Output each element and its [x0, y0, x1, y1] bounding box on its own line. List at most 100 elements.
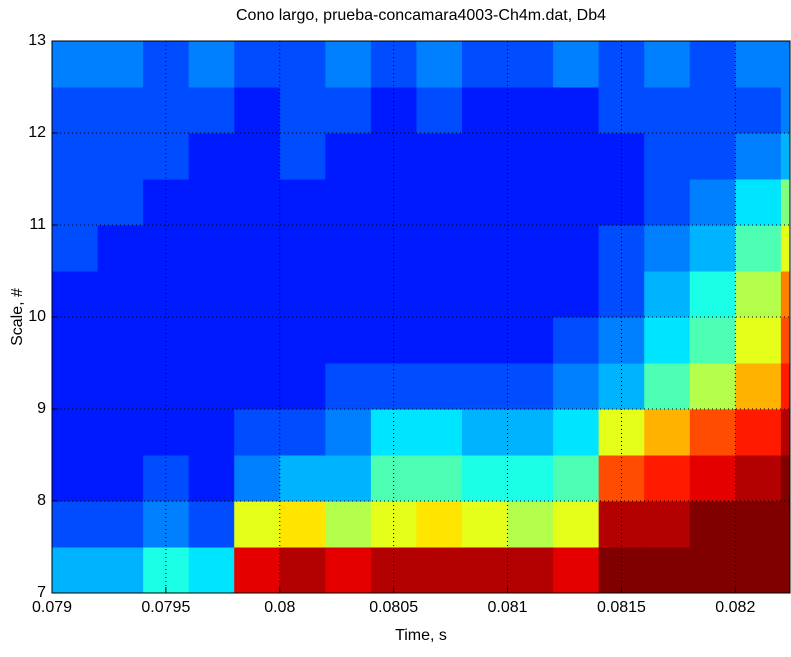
- heatmap-cell: [279, 409, 326, 456]
- x-tick-label: 0.082: [715, 599, 755, 616]
- heatmap-cell: [325, 225, 372, 272]
- heatmap-cell: [52, 87, 99, 134]
- heatmap-cell: [325, 363, 372, 410]
- heatmap-cell: [507, 501, 554, 548]
- heatmap-cell: [553, 409, 600, 456]
- y-tick-label: 8: [37, 492, 46, 509]
- heatmap-cell: [279, 271, 326, 318]
- heatmap-cell: [553, 547, 600, 594]
- heatmap-cell: [234, 409, 281, 456]
- heatmap-cell: [143, 501, 190, 548]
- heatmap-cell: [553, 501, 600, 548]
- heatmap-cell: [234, 317, 281, 364]
- heatmap-cell: [234, 41, 281, 88]
- heatmap-cell: [553, 317, 600, 364]
- heatmap-cell: [507, 409, 554, 456]
- heatmap-cell: [234, 225, 281, 272]
- x-axis-label: Time, s: [395, 627, 447, 644]
- heatmap-cell: [780, 271, 791, 318]
- heatmap-cell: [234, 455, 281, 502]
- heatmap-cell: [325, 271, 372, 318]
- heatmap-cell: [462, 363, 509, 410]
- heatmap-cell: [462, 225, 509, 272]
- heatmap-cell: [735, 41, 782, 88]
- heatmap-cell: [735, 409, 782, 456]
- heatmap-cell: [52, 409, 99, 456]
- heatmap-cell: [188, 409, 235, 456]
- heatmap-cell: [416, 179, 463, 226]
- heatmap-cell: [780, 501, 791, 548]
- heatmap-cell: [416, 87, 463, 134]
- heatmap-cell: [735, 225, 782, 272]
- heatmap-cell: [52, 363, 99, 410]
- heatmap-cell: [735, 317, 782, 364]
- y-tick-label: 10: [28, 308, 46, 325]
- heatmap-cell: [143, 41, 190, 88]
- heatmap-cell: [735, 271, 782, 318]
- heatmap-cell: [370, 133, 417, 180]
- heatmap-cell: [689, 133, 736, 180]
- y-tick-label: 7: [37, 584, 46, 601]
- y-tick-label: 12: [28, 124, 46, 141]
- heatmap-cell: [188, 179, 235, 226]
- heatmap-cell: [279, 179, 326, 226]
- heatmap-cell: [234, 179, 281, 226]
- heatmap-cell: [370, 501, 417, 548]
- heatmap-cell: [598, 501, 645, 548]
- heatmap-cell: [780, 179, 791, 226]
- heatmap-cell: [553, 87, 600, 134]
- heatmap-cell: [52, 133, 99, 180]
- heatmap-cell: [188, 363, 235, 410]
- heatmap-cell: [780, 225, 791, 272]
- heatmap-cell: [188, 41, 235, 88]
- y-tick-label: 11: [29, 216, 46, 233]
- heatmap-cell: [279, 225, 326, 272]
- heatmap-cell: [780, 87, 791, 134]
- heatmap-cell: [689, 409, 736, 456]
- heatmap-cell: [188, 133, 235, 180]
- heatmap-cell: [416, 225, 463, 272]
- heatmap-cell: [234, 133, 281, 180]
- heatmap-cell: [325, 87, 372, 134]
- heatmap-cell: [370, 317, 417, 364]
- heatmap-cell: [234, 363, 281, 410]
- heatmap-cell: [97, 363, 144, 410]
- heatmap-cell: [188, 87, 235, 134]
- heatmap-cell: [598, 41, 645, 88]
- heatmap-cell: [416, 501, 463, 548]
- heatmap-cell: [279, 547, 326, 594]
- heatmap-cell: [689, 225, 736, 272]
- heatmap-cell: [644, 547, 691, 594]
- heatmap-cell: [279, 41, 326, 88]
- heatmap-cell: [735, 133, 782, 180]
- heatmap-cell: [644, 179, 691, 226]
- heatmap-cell: [735, 501, 782, 548]
- heatmap-cell: [689, 179, 736, 226]
- heatmap-cell: [325, 501, 372, 548]
- heatmap-cell: [644, 501, 691, 548]
- heatmap-cell: [279, 133, 326, 180]
- heatmap-cell: [370, 225, 417, 272]
- heatmap-cell: [598, 317, 645, 364]
- heatmap-cell: [462, 501, 509, 548]
- heatmap-cell: [780, 133, 791, 180]
- heatmap-cell: [780, 41, 791, 88]
- heatmap-cell: [780, 363, 791, 410]
- heatmap-cell: [462, 455, 509, 502]
- heatmap-cell: [553, 41, 600, 88]
- heatmap-cell: [735, 179, 782, 226]
- x-tick-label: 0.079: [32, 599, 72, 616]
- heatmap-cell: [234, 547, 281, 594]
- heatmap-cell: [462, 547, 509, 594]
- heatmap-cell: [644, 409, 691, 456]
- heatmap-cell: [689, 317, 736, 364]
- heatmap-cell: [97, 225, 144, 272]
- heatmap-cell: [370, 409, 417, 456]
- heatmap-cell: [279, 455, 326, 502]
- heatmap-cell: [553, 271, 600, 318]
- heatmap-cell: [507, 455, 554, 502]
- heatmap-cell: [553, 363, 600, 410]
- heatmap-cell: [97, 271, 144, 318]
- heatmap-cell: [462, 179, 509, 226]
- heatmap-cell: [507, 87, 554, 134]
